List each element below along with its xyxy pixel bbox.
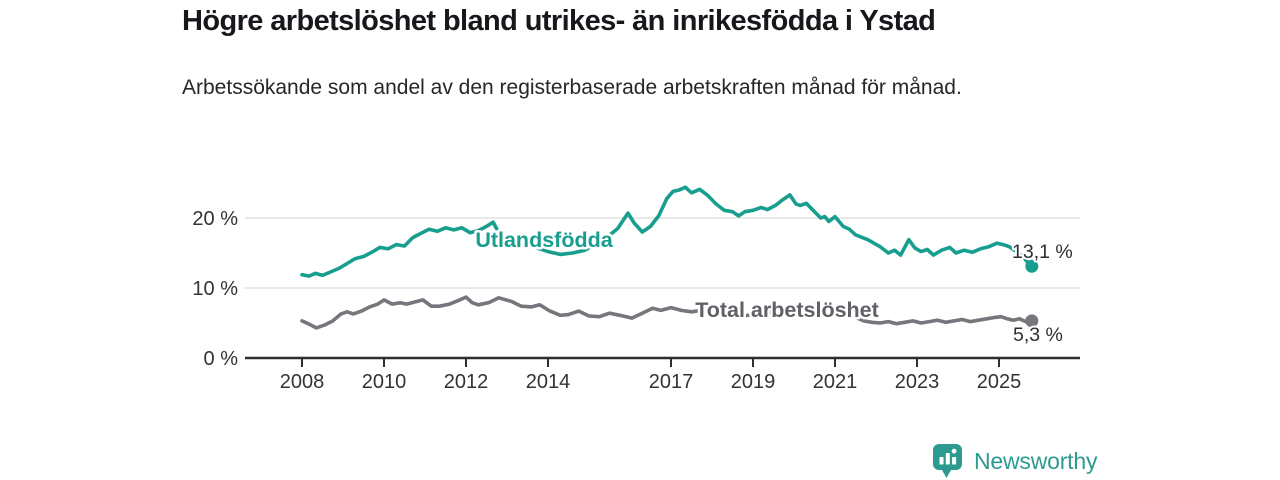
end-dot-1 (1025, 314, 1039, 328)
end-value-label-0: 13,1 % (1012, 241, 1073, 263)
y-tick-label-20: 20 % (192, 208, 238, 230)
series-line-0 (300, 185, 1034, 278)
x-tick-label-2019: 2019 (731, 371, 776, 393)
x-tick-label-2014: 2014 (526, 371, 571, 393)
bar-small (939, 457, 944, 465)
bar-exclamation (952, 457, 957, 465)
newsworthy-logo-icon (933, 444, 962, 478)
x-tick-label-2010: 2010 (362, 371, 407, 393)
x-tick-label-2008: 2008 (280, 371, 325, 393)
exclamation-dot (951, 448, 957, 454)
x-tick-label-2012: 2012 (444, 371, 489, 393)
bar-tall (945, 453, 950, 465)
y-tick-label-10: 10 % (192, 278, 238, 300)
chart-title: Högre arbetslöshet bland utrikes- än inr… (182, 5, 936, 37)
x-tick-label-2017: 2017 (649, 371, 694, 393)
end-dot-0 (1025, 259, 1039, 273)
series-line-1 (300, 295, 1034, 330)
end-value-label-1: 5,3 % (1013, 324, 1063, 346)
newsworthy-logo-text: Newsworthy (974, 448, 1098, 474)
series-label-0: Utlandsfödda (475, 228, 613, 252)
x-tick-label-2025: 2025 (977, 371, 1022, 393)
x-tick-label-2023: 2023 (895, 371, 940, 393)
chart-subtitle: Arbetssökande som andel av den registerb… (182, 76, 962, 99)
x-tick-label-2021: 2021 (813, 371, 858, 393)
newsworthy-logo: Newsworthy (933, 444, 1097, 479)
series-label-1: Total arbetslöshet (695, 298, 879, 322)
y-tick-label-0: 0 % (204, 348, 239, 370)
